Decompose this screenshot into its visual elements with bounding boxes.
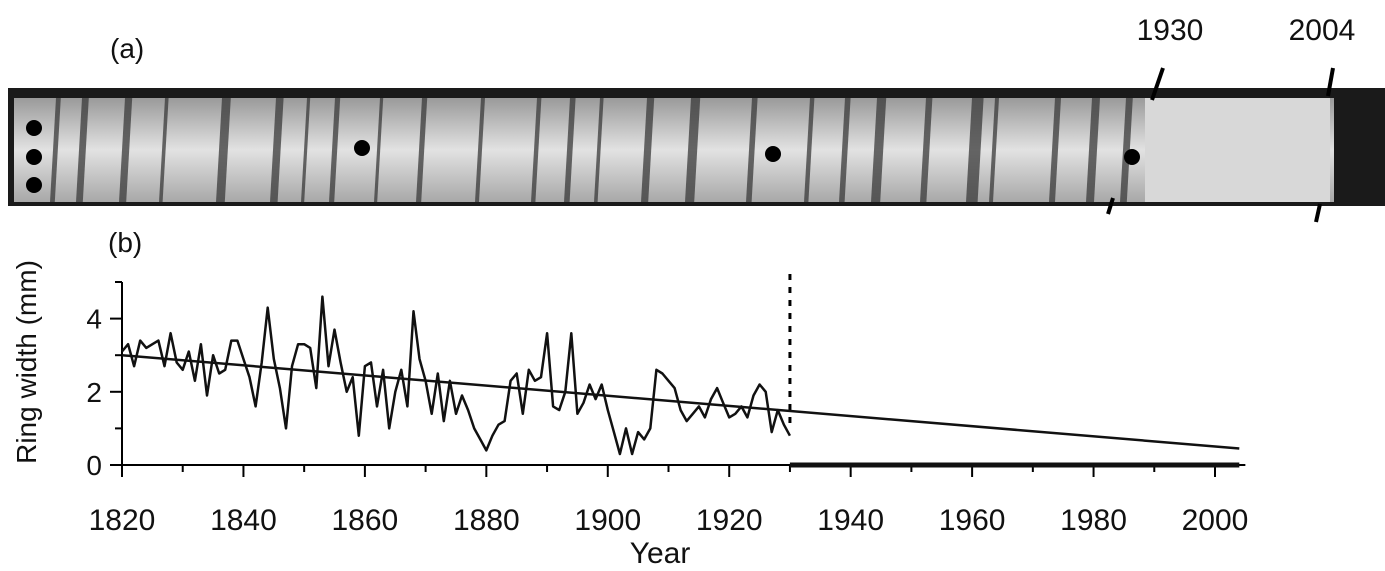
ring-band	[531, 98, 542, 202]
x-tick-label: 1840	[210, 504, 277, 537]
core-dot	[1124, 149, 1140, 165]
ring-bands	[50, 98, 1133, 202]
x-tick-label: 1940	[817, 504, 884, 537]
core-dot	[26, 177, 42, 193]
year-marker	[1314, 203, 1322, 223]
core-dot	[765, 146, 781, 162]
x-tick-label: 1900	[574, 504, 641, 537]
ring-band	[746, 98, 758, 202]
y-tick-label: 2	[86, 377, 102, 408]
ring-band	[119, 98, 133, 202]
x-tick-label: 1980	[1060, 504, 1127, 537]
ring-band	[216, 98, 231, 202]
data-line	[121, 295, 791, 456]
ring-band	[564, 98, 576, 202]
ring-band	[1120, 98, 1133, 202]
ring-band	[159, 98, 169, 202]
year-marker	[1326, 67, 1335, 97]
year-label: 2004	[1289, 14, 1356, 47]
x-tick-label: 1860	[332, 504, 399, 537]
x-tick-label: 1880	[453, 504, 520, 537]
ring-band	[76, 98, 89, 202]
y-tick-label: 4	[86, 304, 102, 335]
panel-label: (a)	[110, 33, 144, 64]
ring-band	[475, 98, 485, 202]
ring-band	[270, 98, 284, 202]
ring-band	[329, 98, 341, 202]
core-pale-section	[1145, 98, 1330, 202]
year-label: 1930	[1137, 14, 1204, 47]
core-dot	[26, 120, 42, 136]
x-tick-label: 1960	[939, 504, 1006, 537]
ring-band	[374, 98, 384, 202]
year-marker	[1150, 67, 1165, 101]
ring-band	[641, 98, 655, 202]
ring-band	[839, 98, 851, 202]
data-line	[121, 353, 1240, 450]
x-tick-label: 1820	[89, 504, 156, 537]
ring-band	[871, 98, 887, 202]
ring-band	[50, 98, 61, 202]
x-tick-label: 1920	[696, 504, 763, 537]
ring-band	[594, 98, 604, 202]
ring-band	[989, 98, 999, 202]
x-axis-title: Year	[630, 537, 691, 570]
ring-band	[1049, 98, 1061, 202]
ring-band	[416, 98, 428, 202]
panel-label: (b)	[108, 227, 142, 258]
core-photo: (a) 1930 2004	[8, 14, 1385, 223]
y-tick-label: 0	[86, 450, 102, 481]
year-marker	[1106, 197, 1115, 215]
ring-band	[920, 98, 933, 202]
y-axis-title: Ring width (mm)	[11, 260, 42, 464]
ring-band	[301, 98, 311, 202]
core-dot	[26, 149, 42, 165]
core-wood	[14, 98, 1334, 202]
ring-band	[966, 98, 984, 202]
x-tick-label: 2000	[1182, 504, 1249, 537]
ring-band	[685, 98, 701, 202]
core-dot	[354, 140, 370, 156]
ring-band	[1086, 98, 1100, 202]
ring-band	[804, 98, 815, 202]
